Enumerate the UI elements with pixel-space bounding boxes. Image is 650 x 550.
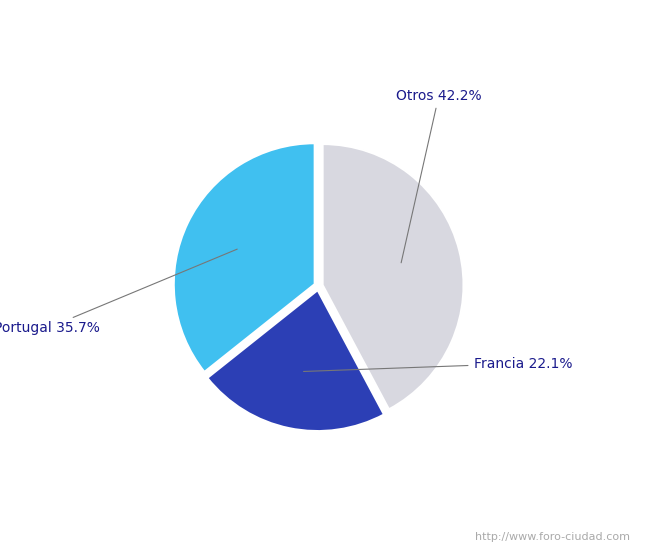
Text: Otros 42.2%: Otros 42.2% [396, 89, 482, 263]
Wedge shape [322, 144, 463, 409]
Wedge shape [207, 290, 384, 431]
Text: http://www.foro-ciudad.com: http://www.foro-ciudad.com [476, 532, 630, 542]
Wedge shape [174, 143, 315, 372]
Text: Portugal 35.7%: Portugal 35.7% [0, 249, 237, 336]
Text: Francia 22.1%: Francia 22.1% [304, 356, 572, 371]
Text: San Justo - Turistas extranjeros según país - Agosto de 2024: San Justo - Turistas extranjeros según p… [84, 21, 566, 37]
